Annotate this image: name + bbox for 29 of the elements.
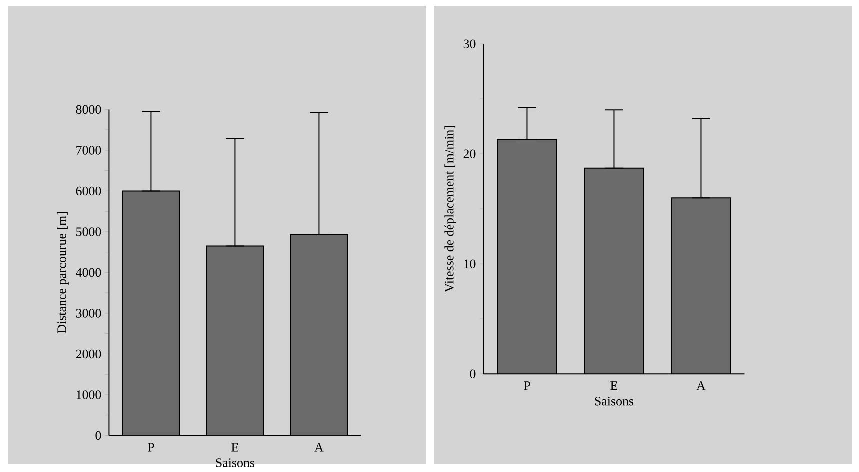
y-axis-title: Vitesse de déplacement [m/min]	[444, 126, 456, 293]
y-tick-label: 20	[464, 150, 476, 158]
x-axis-title: Saisons	[595, 396, 634, 406]
y-tick-label: 4000	[76, 268, 102, 278]
y-tick-label: 10	[464, 260, 476, 268]
bar	[122, 191, 180, 436]
y-tick-label: 5000	[76, 228, 102, 236]
x-tick-label: E	[232, 443, 239, 452]
y-tick-label: 0	[96, 431, 102, 440]
x-tick-label: P	[148, 443, 154, 452]
y-tick-label: 7000	[76, 146, 102, 155]
y-tick-label: 30	[464, 40, 476, 48]
y-tick-label: 6000	[76, 186, 102, 196]
bar	[498, 140, 557, 374]
bar	[671, 198, 732, 374]
x-tick-label: E	[610, 382, 618, 390]
x-tick-label: P	[524, 382, 530, 390]
x-tick-label: A	[314, 443, 324, 452]
y-tick-label: 0	[470, 370, 476, 378]
bar	[584, 168, 644, 374]
y-axis-title: Distance parcourue [m]	[57, 212, 69, 334]
y-tick-label: 8000	[76, 105, 102, 114]
y-tick-label: 1000	[76, 390, 102, 400]
bar	[206, 246, 264, 436]
x-tick-label: A	[696, 382, 706, 390]
x-axis-title: Saisons	[216, 458, 255, 468]
y-tick-label: 2000	[76, 350, 102, 359]
bar	[290, 234, 348, 436]
y-tick-label: 3000	[76, 309, 102, 318]
